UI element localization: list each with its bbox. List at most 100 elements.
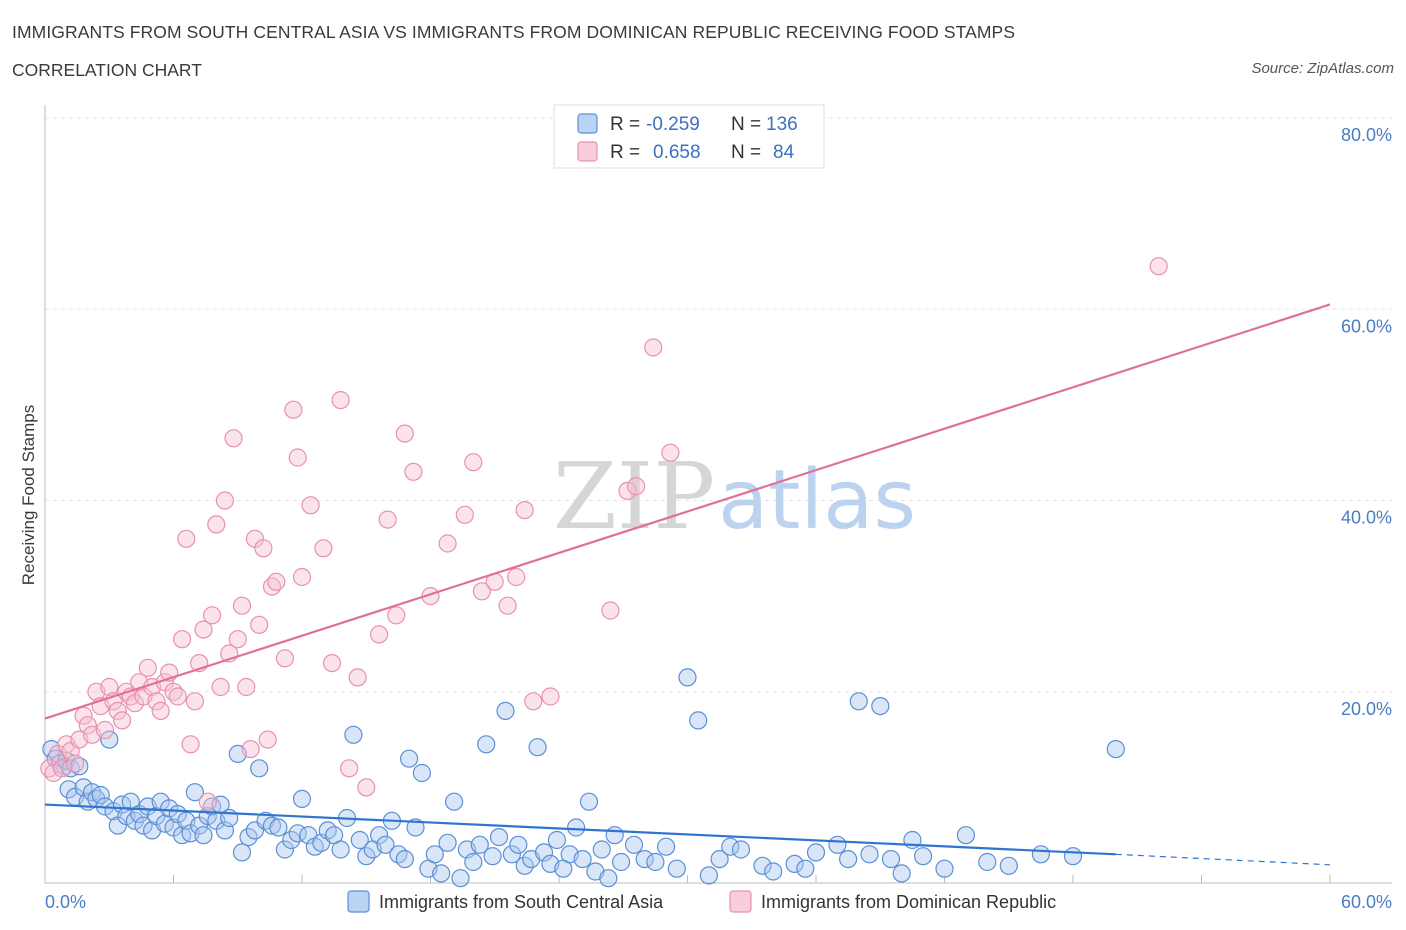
- data-point: [108, 701, 127, 721]
- data-point: [547, 830, 567, 850]
- data-point: [445, 792, 464, 811]
- data-point: [534, 843, 554, 862]
- data-point: [376, 835, 395, 854]
- data-point: [438, 534, 457, 553]
- data-point: [395, 424, 414, 443]
- legend-r-value: 0.658: [653, 142, 701, 163]
- data-point: [387, 606, 406, 625]
- data-point: [194, 826, 213, 845]
- data-point: [134, 816, 153, 835]
- data-point: [689, 711, 708, 730]
- data-point: [721, 837, 740, 856]
- data-point: [194, 620, 213, 639]
- y-tick-labels: 20.0% 40.0% 60.0% 80.0%: [1341, 125, 1392, 719]
- data-point: [203, 606, 222, 625]
- correlation-legend: R = -0.259 N = 136 R = 0.658 N = 84: [553, 104, 825, 169]
- x-tick-label: 60.0%: [1341, 892, 1392, 912]
- data-point: [425, 845, 444, 864]
- legend-n-label: N =: [731, 142, 761, 163]
- data-point: [350, 830, 369, 850]
- data-point: [254, 539, 273, 558]
- data-point: [849, 692, 868, 711]
- data-point: [267, 572, 286, 591]
- data-point: [498, 596, 517, 615]
- data-point: [573, 849, 592, 869]
- data-point: [1031, 845, 1051, 864]
- data-point: [626, 477, 646, 496]
- data-point: [605, 826, 624, 845]
- data-point: [489, 827, 509, 847]
- data-point: [601, 601, 620, 620]
- data-point: [215, 491, 234, 510]
- data-point: [509, 835, 528, 854]
- data-point: [301, 496, 320, 515]
- data-point: [412, 763, 431, 783]
- legend-label-south-central-asia: Immigrants from South Central Asia: [379, 892, 664, 912]
- data-point: [472, 582, 491, 601]
- data-point: [999, 856, 1018, 875]
- x-tick-labels: 0.0% 60.0%: [45, 892, 1392, 912]
- data-point: [871, 696, 890, 716]
- data-point: [978, 852, 997, 872]
- y-tick-label: 80.0%: [1341, 125, 1392, 145]
- data-point: [262, 816, 282, 835]
- legend-swatch-pink: [577, 141, 598, 162]
- data-point: [91, 785, 110, 805]
- data-point: [121, 792, 140, 811]
- data-point: [400, 749, 419, 768]
- data-point: [599, 869, 618, 888]
- data-point: [100, 677, 119, 697]
- data-point: [566, 818, 586, 837]
- data-point: [828, 835, 847, 854]
- x-tick-label: 0.0%: [45, 892, 86, 912]
- data-point: [395, 849, 414, 869]
- data-point: [438, 833, 457, 852]
- data-point: [185, 692, 204, 711]
- data-point: [892, 864, 911, 883]
- data-point: [731, 840, 751, 859]
- y-axis-label: Receiving Food Stamps: [19, 405, 38, 585]
- data-point: [59, 780, 78, 799]
- data-point: [541, 687, 560, 706]
- data-point: [644, 338, 663, 357]
- data-point: [258, 730, 277, 749]
- data-point: [370, 826, 389, 845]
- data-point: [404, 462, 423, 481]
- data-point: [806, 843, 826, 862]
- data-point: [239, 827, 258, 847]
- legend-n-label: N =: [731, 114, 761, 135]
- trend-line-dominican-republic: [44, 303, 1331, 720]
- data-point: [232, 843, 252, 862]
- data-point: [357, 778, 376, 797]
- data-point: [211, 677, 230, 697]
- data-point: [147, 692, 166, 711]
- data-point: [284, 400, 303, 419]
- data-point: [237, 677, 256, 697]
- data-point: [881, 849, 901, 869]
- legend-box: [553, 104, 825, 169]
- data-point: [785, 854, 804, 874]
- data-point: [282, 830, 301, 850]
- data-point: [618, 481, 637, 500]
- data-point: [678, 668, 697, 687]
- data-point: [515, 856, 534, 875]
- legend-r-value: -0.259: [646, 114, 700, 135]
- data-point: [275, 649, 294, 668]
- data-point: [275, 840, 294, 859]
- data-point: [100, 730, 119, 749]
- data-point: [292, 567, 312, 587]
- data-point: [764, 862, 783, 881]
- data-point: [524, 692, 543, 711]
- data-point: [269, 818, 288, 837]
- data-point: [357, 847, 376, 866]
- data-point: [173, 630, 192, 649]
- data-point: [74, 778, 93, 797]
- data-point: [177, 529, 196, 548]
- data-point: [592, 840, 611, 859]
- data-point: [198, 792, 217, 811]
- data-point: [1149, 257, 1168, 276]
- data-point: [378, 510, 397, 529]
- data-point: [477, 735, 496, 754]
- data-point: [185, 783, 204, 802]
- data-point: [860, 845, 879, 864]
